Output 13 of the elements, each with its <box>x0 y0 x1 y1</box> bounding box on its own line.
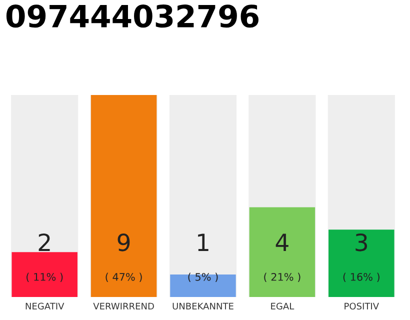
data-label: 4 ( 21% ) <box>264 234 300 282</box>
x-tick-label: EGAL <box>271 302 294 310</box>
x-tick-label: UNBEKANNTE <box>172 302 234 310</box>
chart-title: 097444032796 <box>6 4 258 28</box>
x-tick-label: POSITIV <box>344 302 379 310</box>
bar <box>12 252 78 297</box>
data-label: 3 ( 16% ) <box>343 233 380 282</box>
data-label: 9 ( 47% ) <box>106 233 142 282</box>
data-label: 1 ( 5% ) <box>188 234 218 282</box>
x-tick-label: NEGATIV <box>26 302 64 310</box>
bar <box>170 274 236 297</box>
data-label: 2 ( 11% ) <box>26 233 63 282</box>
x-tick-label: VERWIRREND <box>93 302 154 310</box>
